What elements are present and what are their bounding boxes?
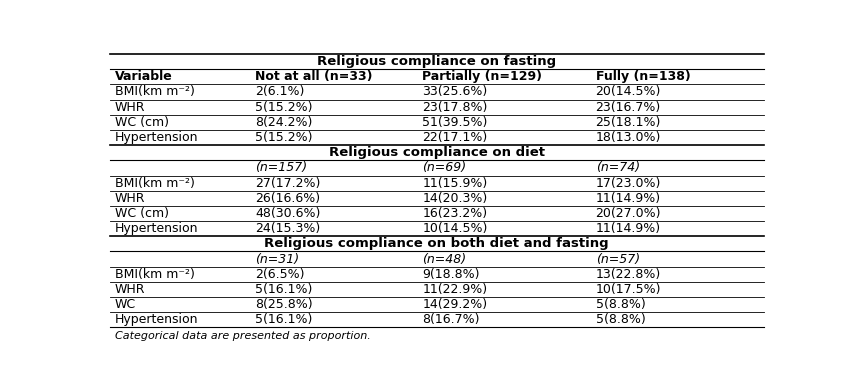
Text: 33(25.6%): 33(25.6%) (422, 85, 488, 99)
Text: 14(20.3%): 14(20.3%) (422, 192, 488, 205)
Text: 20(27.0%): 20(27.0%) (596, 207, 661, 220)
Text: 20(14.5%): 20(14.5%) (596, 85, 661, 99)
Text: (n=48): (n=48) (422, 253, 467, 265)
Text: (n=74): (n=74) (596, 161, 640, 175)
Text: 8(24.2%): 8(24.2%) (256, 116, 313, 129)
Text: Variable: Variable (115, 70, 173, 83)
Text: 11(14.9%): 11(14.9%) (596, 192, 660, 205)
Text: BMI(km m⁻²): BMI(km m⁻²) (115, 268, 195, 281)
Text: Hypertension: Hypertension (115, 222, 198, 235)
Text: Religious compliance on fasting: Religious compliance on fasting (317, 55, 556, 68)
Text: 9(18.8%): 9(18.8%) (422, 268, 479, 281)
Text: Hypertension: Hypertension (115, 131, 198, 144)
Text: BMI(km m⁻²): BMI(km m⁻²) (115, 85, 195, 99)
Text: 10(14.5%): 10(14.5%) (422, 222, 488, 235)
Text: 2(6.5%): 2(6.5%) (256, 268, 305, 281)
Text: (n=57): (n=57) (596, 253, 640, 265)
Text: WC (cm): WC (cm) (115, 207, 169, 220)
Text: 10(17.5%): 10(17.5%) (596, 283, 661, 296)
Text: 5(8.8%): 5(8.8%) (596, 313, 645, 326)
Text: 16(23.2%): 16(23.2%) (422, 207, 487, 220)
Text: 5(15.2%): 5(15.2%) (256, 100, 313, 114)
Text: WC: WC (115, 298, 136, 311)
Text: 23(17.8%): 23(17.8%) (422, 100, 488, 114)
Text: 25(18.1%): 25(18.1%) (596, 116, 661, 129)
Text: 24(15.3%): 24(15.3%) (256, 222, 320, 235)
Text: 48(30.6%): 48(30.6%) (256, 207, 320, 220)
Text: 8(16.7%): 8(16.7%) (422, 313, 479, 326)
Text: 5(16.1%): 5(16.1%) (256, 313, 313, 326)
Text: 27(17.2%): 27(17.2%) (256, 177, 320, 190)
Text: WC (cm): WC (cm) (115, 116, 169, 129)
Text: 5(8.8%): 5(8.8%) (596, 298, 645, 311)
Text: 8(25.8%): 8(25.8%) (256, 298, 313, 311)
Text: WHR: WHR (115, 100, 145, 114)
Text: WHR: WHR (115, 283, 145, 296)
Text: WHR: WHR (115, 192, 145, 205)
Text: (n=157): (n=157) (256, 161, 308, 175)
Text: Not at all (n=33): Not at all (n=33) (256, 70, 373, 83)
Text: 11(22.9%): 11(22.9%) (422, 283, 487, 296)
Text: 23(16.7%): 23(16.7%) (596, 100, 660, 114)
Text: (n=69): (n=69) (422, 161, 467, 175)
Text: BMI(km m⁻²): BMI(km m⁻²) (115, 177, 195, 190)
Text: 11(15.9%): 11(15.9%) (422, 177, 488, 190)
Text: 2(6.1%): 2(6.1%) (256, 85, 305, 99)
Text: 17(23.0%): 17(23.0%) (596, 177, 661, 190)
Text: 5(16.1%): 5(16.1%) (256, 283, 313, 296)
Text: Religious compliance on both diet and fasting: Religious compliance on both diet and fa… (264, 237, 609, 250)
Text: Categorical data are presented as proportion.: Categorical data are presented as propor… (115, 331, 371, 341)
Text: 14(29.2%): 14(29.2%) (422, 298, 487, 311)
Text: Fully (n=138): Fully (n=138) (596, 70, 690, 83)
Text: 26(16.6%): 26(16.6%) (256, 192, 320, 205)
Text: (n=31): (n=31) (256, 253, 299, 265)
Text: Partially (n=129): Partially (n=129) (422, 70, 542, 83)
Text: 11(14.9%): 11(14.9%) (596, 222, 660, 235)
Text: 5(15.2%): 5(15.2%) (256, 131, 313, 144)
Text: Hypertension: Hypertension (115, 313, 198, 326)
Text: 13(22.8%): 13(22.8%) (596, 268, 660, 281)
Text: 22(17.1%): 22(17.1%) (422, 131, 488, 144)
Text: Religious compliance on diet: Religious compliance on diet (329, 146, 545, 159)
Text: 51(39.5%): 51(39.5%) (422, 116, 488, 129)
Text: 18(13.0%): 18(13.0%) (596, 131, 661, 144)
